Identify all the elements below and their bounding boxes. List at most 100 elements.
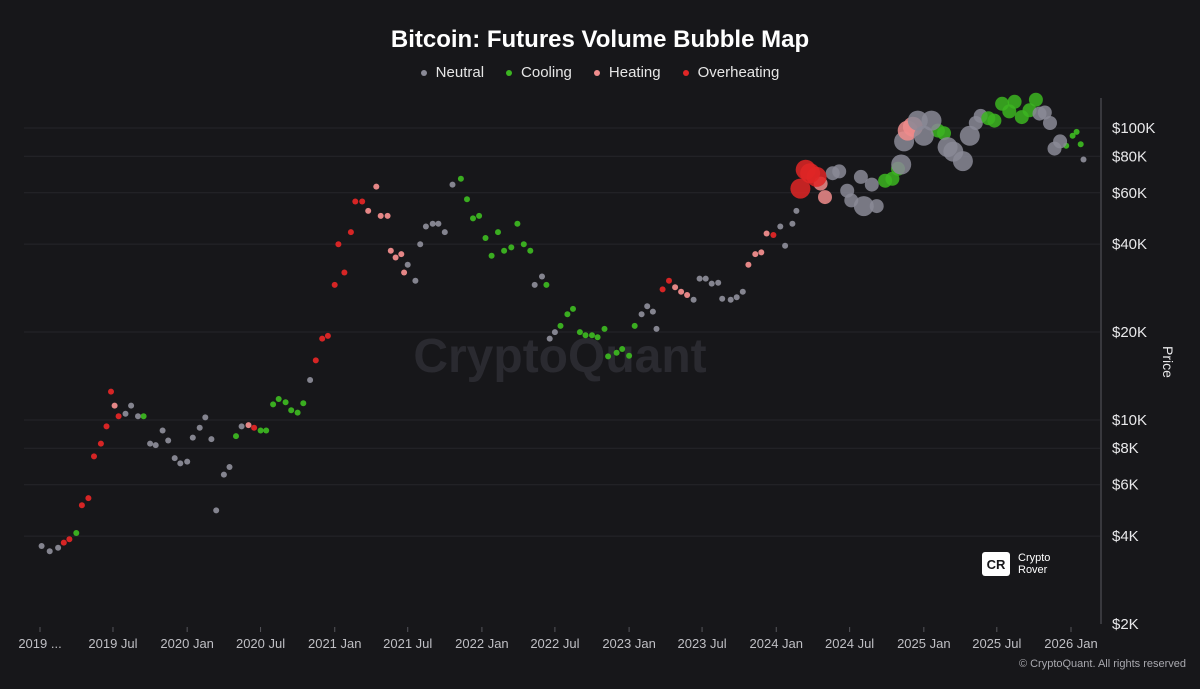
data-point-cooling bbox=[1077, 141, 1084, 148]
data-point-cooling bbox=[233, 433, 239, 440]
data-point-neutral bbox=[696, 275, 703, 282]
legend-item-heating[interactable]: Heating bbox=[593, 64, 661, 81]
data-point-cooling bbox=[288, 407, 295, 414]
data-point-neutral bbox=[546, 335, 553, 342]
data-point-cooling bbox=[626, 352, 633, 359]
data-point-cooling bbox=[1073, 128, 1080, 135]
data-point-cooling bbox=[300, 400, 307, 407]
data-point-neutral bbox=[708, 280, 715, 287]
data-point-heating bbox=[365, 207, 372, 214]
y-tick-label: $4K bbox=[1112, 528, 1139, 545]
data-point-cooling bbox=[476, 212, 483, 219]
data-point-neutral bbox=[135, 413, 141, 420]
copyright-text: © CryptoQuant. All rights reserved bbox=[1018, 658, 1186, 670]
data-point-cooling bbox=[631, 322, 638, 329]
data-point-neutral bbox=[733, 294, 740, 301]
y-tick-label: $20K bbox=[1112, 324, 1147, 341]
legend-item-neutral[interactable]: Neutral bbox=[420, 64, 484, 81]
data-point-cooling bbox=[543, 281, 550, 288]
data-point-cooling bbox=[1028, 92, 1043, 107]
data-point-neutral bbox=[913, 125, 934, 146]
data-point-cooling bbox=[482, 235, 489, 241]
y-tick-label: $6K bbox=[1112, 477, 1139, 494]
x-tick-label: 2024 Jul bbox=[825, 636, 874, 651]
x-tick-label: 2025 Jan bbox=[897, 636, 951, 651]
data-point-heating bbox=[387, 247, 394, 254]
data-point-cooling bbox=[470, 215, 476, 222]
data-point-neutral bbox=[307, 377, 314, 383]
y-tick-label: $2K bbox=[1112, 616, 1139, 633]
data-point-overheating bbox=[770, 232, 777, 238]
data-point-cooling bbox=[601, 325, 608, 332]
data-point-neutral bbox=[38, 543, 45, 549]
data-point-neutral bbox=[196, 424, 203, 431]
data-point-cooling bbox=[557, 322, 564, 329]
data-point-neutral bbox=[789, 220, 796, 227]
badge-line-1: Crypto bbox=[1018, 552, 1051, 564]
data-point-cooling bbox=[613, 349, 620, 356]
data-point-neutral bbox=[220, 471, 227, 478]
data-point-cooling bbox=[619, 346, 626, 352]
x-tick-label: 2022 Jul bbox=[530, 636, 579, 651]
x-tick-label: 2022 Jan bbox=[455, 636, 509, 651]
data-point-cooling bbox=[937, 126, 951, 141]
chart-legend: Neutral Cooling Heating Overheating bbox=[0, 64, 1200, 81]
data-point-neutral bbox=[644, 303, 651, 310]
data-point-overheating bbox=[806, 166, 827, 187]
data-point-neutral bbox=[551, 329, 558, 336]
x-tick-label: 2019 Jul bbox=[88, 636, 137, 651]
data-point-neutral bbox=[128, 402, 135, 409]
data-point-heating bbox=[373, 183, 380, 190]
y-axis-label: Price bbox=[1160, 346, 1176, 378]
chart-title: Bitcoin: Futures Volume Bubble Map bbox=[390, 26, 810, 53]
data-point-neutral bbox=[531, 281, 538, 288]
data-point-neutral bbox=[832, 164, 847, 179]
x-axis-ticks: 2019 ... 2019 Jul 2020 Jan 2020 Jul 2021 Jan… bbox=[18, 627, 1098, 651]
data-point-overheating bbox=[359, 198, 366, 205]
x-tick-label: 2019 ... bbox=[18, 636, 61, 651]
data-point-neutral bbox=[208, 436, 215, 443]
data-point-heating bbox=[392, 254, 399, 261]
data-point-overheating bbox=[659, 286, 666, 293]
data-point-heating bbox=[758, 249, 765, 256]
data-point-neutral bbox=[412, 277, 419, 284]
data-point-heating bbox=[672, 284, 679, 291]
data-point-overheating bbox=[103, 423, 110, 430]
data-point-heating bbox=[377, 212, 384, 219]
data-point-neutral bbox=[122, 410, 129, 417]
data-point-cooling bbox=[508, 244, 515, 251]
data-point-neutral bbox=[213, 507, 220, 514]
legend-item-cooling[interactable]: Cooling bbox=[506, 64, 572, 81]
data-point-cooling bbox=[488, 252, 495, 259]
data-point-neutral bbox=[441, 229, 448, 236]
data-point-neutral bbox=[782, 242, 789, 249]
data-point-neutral bbox=[422, 223, 429, 230]
data-point-neutral bbox=[864, 177, 879, 192]
legend-item-overheating[interactable]: Overheating bbox=[682, 64, 779, 81]
grid-lines bbox=[24, 127, 1100, 537]
data-point-cooling bbox=[275, 396, 282, 402]
data-point-neutral bbox=[638, 311, 645, 318]
data-point-neutral bbox=[238, 423, 245, 430]
data-point-cooling bbox=[263, 427, 270, 434]
data-point-overheating bbox=[324, 332, 331, 339]
data-point-heating bbox=[684, 292, 691, 298]
data-point-neutral bbox=[171, 455, 178, 462]
data-point-neutral bbox=[46, 548, 53, 555]
legend-dot-overheating bbox=[682, 69, 689, 76]
data-point-overheating bbox=[312, 357, 319, 364]
data-point-overheating bbox=[66, 536, 73, 543]
data-point-heating bbox=[745, 261, 752, 268]
data-point-overheating bbox=[97, 440, 104, 447]
data-point-cooling bbox=[514, 220, 521, 227]
crypto-rover-logo-icon: CR bbox=[982, 552, 1010, 576]
watermark-text: CryptoQuant bbox=[413, 330, 706, 383]
data-point-neutral bbox=[159, 427, 166, 434]
data-point-neutral bbox=[853, 169, 868, 184]
data-point-heating bbox=[678, 288, 685, 295]
y-tick-label: $8K bbox=[1112, 440, 1139, 457]
x-tick-label: 2024 Jan bbox=[750, 636, 804, 651]
data-point-cooling bbox=[73, 530, 80, 536]
legend-label-cooling: Cooling bbox=[521, 64, 572, 81]
